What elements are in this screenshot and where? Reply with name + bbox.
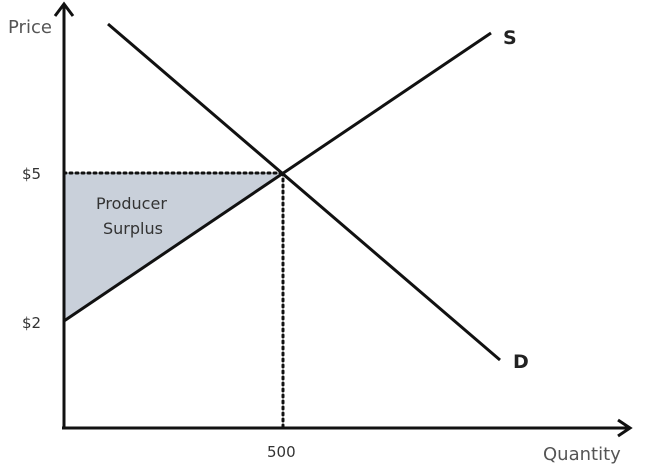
price-tick-low: $2 (22, 314, 41, 332)
y-axis-arrow (53, 1, 75, 17)
y-axis-label: Price (8, 17, 52, 38)
x-axis-label: Quantity (543, 444, 621, 465)
supply-curve-label: S (503, 27, 517, 49)
price-tick-high: $5 (22, 165, 41, 183)
quantity-tick: 500 (267, 443, 296, 461)
producer-surplus-label-line1: Producer (96, 194, 167, 213)
demand-curve-label: D (513, 351, 529, 373)
demand-curve (107, 22, 501, 362)
producer-surplus-label-line2: Surplus (103, 219, 163, 238)
supply-curve (63, 31, 492, 323)
x-axis-arrow (617, 418, 633, 438)
